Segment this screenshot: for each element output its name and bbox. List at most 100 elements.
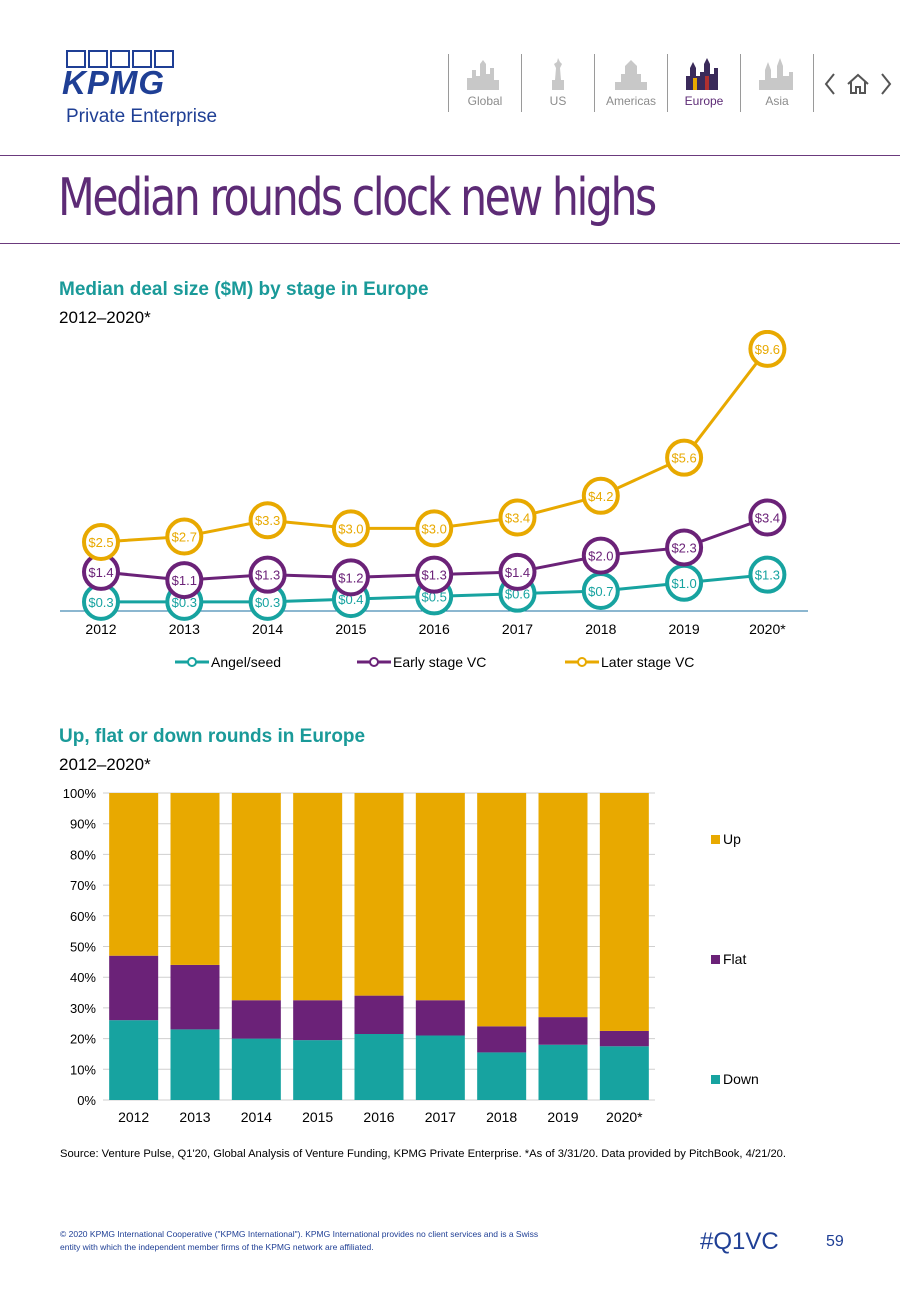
- stacked-bar-chart: 0% 10% 20% 30% 40% 50% 60% 70% 80% 90% 100% 2012 201…: [63, 786, 759, 1125]
- legend-label: Flat: [723, 951, 746, 967]
- legend-marker: [369, 657, 379, 667]
- nav-label: Americas: [605, 94, 656, 108]
- data-point: [498, 498, 537, 537]
- chevron-right-icon[interactable]: [878, 70, 894, 98]
- data-label: $5.6: [671, 451, 696, 466]
- bar-segment: [231, 793, 281, 1001]
- data-point: [331, 558, 370, 597]
- bar-segment: [354, 1033, 404, 1100]
- y-tick-label: 70%: [70, 878, 96, 893]
- data-label: $2.7: [172, 530, 197, 545]
- x-tick-label: 2019: [547, 1109, 578, 1125]
- kpmg-logo: KPMG Private Enterprise: [60, 50, 230, 130]
- data-point: [165, 517, 204, 556]
- data-point: [581, 476, 620, 515]
- x-tick-label: 2017: [425, 1109, 456, 1125]
- data-point: [248, 501, 287, 540]
- data-label: $1.1: [172, 573, 197, 588]
- bar-segment: [231, 1038, 281, 1100]
- x-tick-label: 2014: [241, 1109, 272, 1125]
- data-point: [415, 555, 454, 594]
- logo-subtitle: Private Enterprise: [66, 106, 218, 127]
- nav-item-global[interactable]: Global: [448, 54, 521, 112]
- source-note: Source: Venture Pulse, Q1'20, Global Ana…: [60, 1148, 787, 1160]
- data-label: $3.4: [755, 511, 780, 526]
- nav-item-americas[interactable]: Americas: [594, 54, 667, 112]
- data-label: $9.6: [755, 342, 780, 357]
- nav-label: Europe: [684, 94, 724, 108]
- data-label: $4.2: [588, 489, 613, 504]
- home-icon[interactable]: [844, 70, 872, 98]
- page-number: 59: [826, 1233, 844, 1250]
- region-nav: Global US Americas Europe Asia: [448, 54, 814, 112]
- bar-segment: [109, 1020, 159, 1100]
- x-tick-label: 2020*: [606, 1109, 643, 1125]
- global-skyline-icon: [467, 60, 499, 90]
- data-label: $3.0: [422, 521, 447, 536]
- legend-marker: [187, 657, 197, 667]
- x-tick-label: 2018: [486, 1109, 517, 1125]
- page-title: Median rounds clock new highs: [58, 168, 657, 228]
- americas-landmark-icon: [615, 60, 647, 90]
- title-divider: [0, 243, 900, 244]
- data-label: $1.4: [505, 565, 530, 580]
- data-label: $0.6: [505, 587, 530, 602]
- data-label: $1.3: [422, 568, 447, 583]
- x-tick-label: 2016: [363, 1109, 394, 1125]
- y-tick-label: 30%: [70, 1001, 96, 1016]
- bar-chart-subtitle: 2012–2020*: [59, 755, 151, 774]
- y-tick-label: 100%: [63, 786, 97, 801]
- x-tick-label: 2013: [169, 621, 200, 637]
- y-tick-label: 20%: [70, 1032, 96, 1047]
- bar-segment: [415, 793, 465, 1001]
- bar-segment: [170, 1029, 220, 1100]
- x-tick-label: 2012: [85, 621, 116, 637]
- bar-segment: [477, 793, 527, 1027]
- data-point: [248, 555, 287, 594]
- data-label: $0.4: [338, 592, 363, 607]
- legend-marker: [577, 657, 587, 667]
- bar-segment: [293, 1040, 343, 1100]
- data-point: [748, 330, 787, 368]
- data-label: $0.7: [588, 584, 613, 599]
- nav-item-asia[interactable]: Asia: [740, 54, 814, 112]
- x-tick-label: 2018: [585, 621, 616, 637]
- x-tick-label: 2014: [252, 621, 283, 637]
- data-label: $0.3: [172, 595, 197, 610]
- bar-segment: [477, 1026, 527, 1053]
- legend-swatch: [711, 1075, 720, 1084]
- line-chart: 2012 2013 2014 2015 2016 2017 2018 2019 2020* $0.…: [60, 330, 808, 670]
- y-tick-label: 0%: [77, 1093, 96, 1108]
- line-chart-subtitle: 2012–2020*: [59, 308, 151, 327]
- bar-segment: [170, 964, 220, 1030]
- x-tick-label: 2015: [335, 621, 366, 637]
- x-tick-label: 2013: [179, 1109, 210, 1125]
- data-label: $2.5: [88, 535, 113, 550]
- data-label: $1.3: [755, 568, 780, 583]
- y-tick-label: 10%: [70, 1062, 96, 1077]
- nav-item-us[interactable]: US: [521, 54, 594, 112]
- bar-segment: [293, 793, 343, 1001]
- legend-label: Down: [723, 1071, 759, 1087]
- data-point: [331, 509, 370, 548]
- y-tick-label: 80%: [70, 847, 96, 862]
- data-point: [581, 536, 620, 575]
- legend-swatch: [711, 955, 720, 964]
- europe-skyline-icon: [686, 58, 718, 90]
- legend-label: Early stage VC: [393, 654, 486, 670]
- y-tick-label: 50%: [70, 940, 96, 955]
- data-label: $1.3: [255, 568, 280, 583]
- x-tick-label: 2016: [419, 621, 450, 637]
- chevron-left-icon[interactable]: [822, 70, 838, 98]
- line-chart-title: Median deal size ($M) by stage in Europe: [59, 279, 429, 300]
- nav-item-europe[interactable]: Europe: [667, 54, 740, 112]
- data-label: $2.0: [588, 549, 613, 564]
- page-navigation: [822, 70, 892, 98]
- data-point: [665, 528, 704, 567]
- bar-segment: [293, 1000, 343, 1041]
- data-point: [748, 555, 787, 594]
- y-tick-label: 90%: [70, 817, 96, 832]
- bar-segment: [109, 793, 159, 956]
- data-label: $0.3: [255, 595, 280, 610]
- bar-segment: [477, 1052, 527, 1100]
